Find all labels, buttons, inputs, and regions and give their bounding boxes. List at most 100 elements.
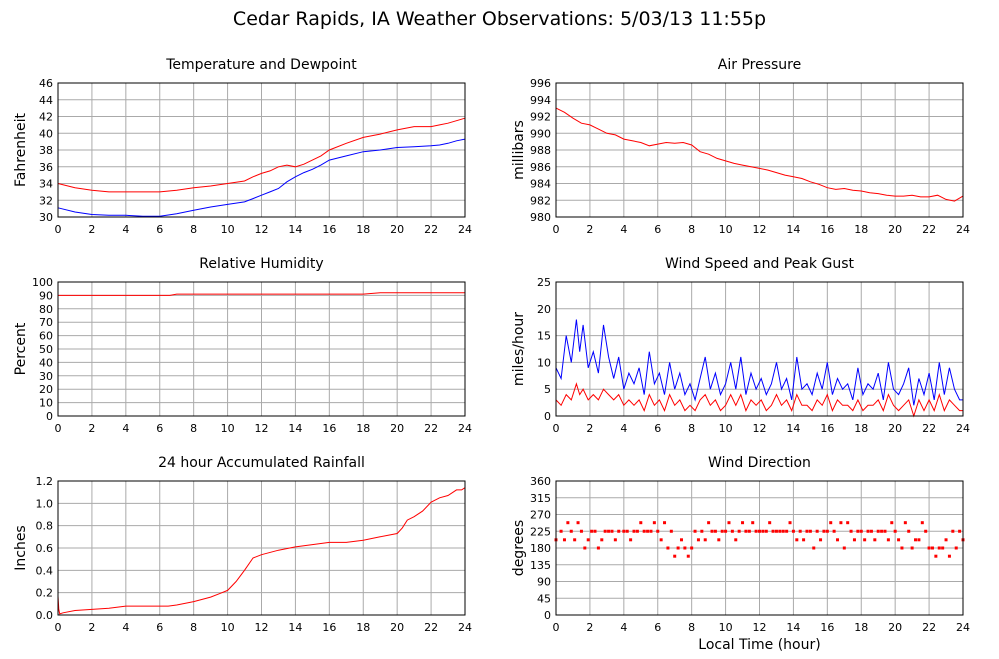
wind_direction-point [629,538,633,542]
rainfall-xtick-label: 16 [322,621,336,634]
wind_direction-point [754,529,758,533]
wind_speed-ylabel: miles/hour [511,312,527,386]
humidity-xtick-label: 6 [156,422,163,435]
temperature-xtick-label: 18 [356,223,370,236]
wind_speed-series-line-1 [555,382,963,418]
pressure-ytick-label: 994 [530,94,551,107]
pressure-xtick-label: 24 [956,223,970,236]
wind_direction-point [842,546,846,550]
wind_direction-point [829,521,833,525]
temperature-xtick-label: 6 [156,223,163,236]
wind_direction-point [724,529,728,533]
wind_direction-point [897,538,901,542]
wind_direction-point [846,521,850,525]
pressure-ylabel: millibars [511,120,527,180]
rainfall-ytick-label: 0.6 [36,542,54,555]
wind_direction-xtick-label: 18 [854,621,868,634]
wind_direction-point [947,554,951,558]
rainfall-ytick-label: 0.4 [36,564,54,577]
humidity-xtick-label: 16 [322,422,336,435]
wind_speed-plot-frame [555,281,964,417]
wind_direction-xtick-label: 6 [654,621,661,634]
wind_speed-xtick-label: 24 [956,422,970,435]
humidity-series-line-0 [58,292,465,296]
rainfall-xtick-label: 4 [122,621,129,634]
rainfall-ytick-label: 0.8 [36,520,54,533]
temperature-ytick-label: 42 [39,111,53,124]
wind_direction-point [815,529,819,533]
wind_direction-point [812,546,816,550]
wind_direction-point [863,538,867,542]
temperature-ytick-label: 32 [39,194,53,207]
humidity-xtick-label: 2 [88,422,95,435]
wind_direction-point [603,529,607,533]
wind_direction-point [920,521,924,525]
wind_speed-ytick-label: 25 [537,276,551,289]
pressure-ytick-label: 982 [530,194,551,207]
wind_direction-point [924,529,928,533]
humidity-ytick-label: 20 [39,383,53,396]
wind_direction-point [635,529,639,533]
wind_speed-xtick-label: 8 [688,422,695,435]
wind_direction-ytick-label: 225 [530,525,551,538]
wind_direction-plot-frame [555,480,964,616]
humidity-xtick-label: 12 [255,422,269,435]
wind_direction-point [866,529,870,533]
wind_direction-point [693,529,697,533]
wind_direction-point [927,546,931,550]
wind_direction-point [886,538,890,542]
wind_direction-point [795,538,799,542]
pressure-ytick-label: 992 [530,111,551,124]
temperature-title: Temperature and Dewpoint [165,57,357,73]
wind_direction-point [566,521,570,525]
rainfall-title: 24 hour Accumulated Rainfall [158,455,365,471]
temperature-xtick-label: 2 [88,223,95,236]
wind_direction-point [808,529,812,533]
wind_direction-point [805,529,809,533]
humidity-xtick-label: 4 [122,422,129,435]
pressure-ytick-label: 986 [530,161,551,174]
wind_direction-point [569,529,573,533]
wind_direction-xtick-label: 20 [888,621,902,634]
wind_direction-point [903,521,907,525]
pressure-xtick-label: 2 [586,223,593,236]
humidity-ytick-label: 50 [39,343,53,356]
wind_speed-series-line-0 [555,319,963,406]
wind_direction-point [642,529,646,533]
wind_direction-point [707,521,711,525]
pressure-xtick-label: 8 [688,223,695,236]
pressure-xtick-label: 18 [854,223,868,236]
wind_direction-point [893,529,897,533]
wind_direction-xtick-label: 22 [922,621,936,634]
humidity-ytick-label: 0 [46,410,53,423]
wind_direction-point [720,529,724,533]
humidity-xtick-label: 18 [356,422,370,435]
temperature-xtick-label: 0 [55,223,62,236]
wind_speed-xtick-label: 10 [719,422,733,435]
pressure-ytick-label: 996 [530,77,551,90]
wind_direction-point [713,529,717,533]
humidity-ytick-label: 10 [39,397,53,410]
humidity-ytick-label: 100 [32,276,53,289]
wind_direction-point [785,529,789,533]
wind_direction-xtick-label: 8 [688,621,695,634]
wind_direction-point [679,538,683,542]
wind_direction-point [573,538,577,542]
temperature-ytick-label: 40 [39,127,53,140]
wind_direction-point [717,538,721,542]
pressure-xtick-label: 22 [922,223,936,236]
wind_direction-point [686,554,690,558]
wind_direction-point [562,538,566,542]
temperature-ytick-label: 36 [39,161,53,174]
wind_direction-point [639,521,643,525]
wind_direction-point [646,529,650,533]
wind_speed-title: Wind Speed and Peak Gust [665,256,854,272]
humidity-ytick-label: 70 [39,316,53,329]
wind_direction-point [869,529,873,533]
rainfall-plot-frame [57,480,466,616]
wind_direction-point [663,521,667,525]
wind_direction-point [741,521,745,525]
